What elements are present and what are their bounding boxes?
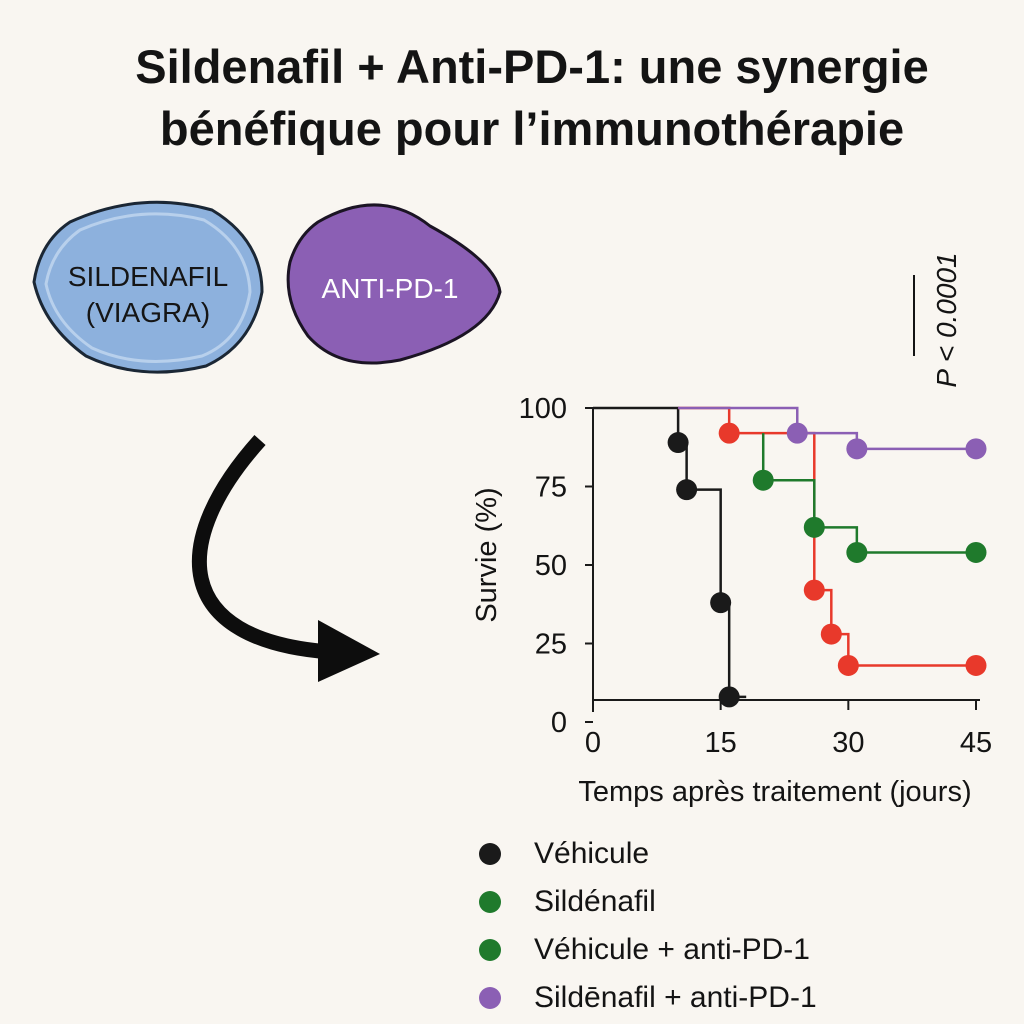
- markers-group: [667, 422, 987, 708]
- sildenafil-pill-highlight: [44, 212, 252, 363]
- x-axis-label: Temps après traitement (jours): [578, 776, 971, 808]
- y-tick-label: 50: [535, 550, 567, 582]
- x-tick-label: 15: [705, 727, 737, 759]
- legend-marker: [479, 891, 501, 913]
- figure-title: Sildenafil + Anti-PD-1: une synergie bén…: [40, 36, 1024, 160]
- sildenafil-pill-shape: [32, 200, 264, 374]
- series-2-marker: [846, 541, 868, 563]
- survival-chart: 0 25 50 75 100 0 15 30 45 Survie (%) Temps aprè…: [471, 252, 992, 808]
- legend-label: Véhicule: [534, 837, 650, 870]
- y-axis-ticks: 0 25 50 75 100: [519, 393, 593, 739]
- series-group: [593, 406, 976, 699]
- legend-item: Véhicule: [470, 830, 1010, 878]
- title-line-1: Sildenafil + Anti-PD-1: une synergie: [135, 40, 929, 93]
- series-2-marker: [752, 469, 774, 491]
- series-2-marker: [965, 541, 987, 563]
- curved-arrow-icon: [192, 434, 331, 660]
- series-1-marker: [803, 579, 825, 601]
- x-tick-label: 30: [832, 727, 864, 759]
- y-tick-label: 0: [551, 707, 567, 739]
- series-3-marker: [965, 438, 987, 460]
- series-3-marker: [846, 438, 868, 460]
- antipd1-pill-shape: [286, 203, 502, 365]
- y-axis-label: Survie (%): [471, 487, 503, 622]
- series-1-marker: [965, 654, 987, 676]
- series-1-marker: [837, 654, 859, 676]
- series-3-line: [678, 406, 976, 451]
- legend: Véhicule Sildénafil Véhicule + anti-PD-1 Si…: [470, 830, 1010, 1022]
- legend-label: Sildēnafil + anti-PD-1: [534, 981, 817, 1014]
- legend-item: Sildēnafil + anti-PD-1: [470, 974, 1010, 1022]
- series-2-line: [761, 433, 976, 554]
- y-tick-label: 75: [535, 472, 567, 504]
- series-3-marker: [786, 422, 808, 444]
- legend-marker: [479, 939, 501, 961]
- x-tick-label: 0: [585, 727, 601, 759]
- legend-marker: [479, 843, 501, 865]
- title-line-2: bénéfique pour l’immunothérapie: [159, 102, 905, 155]
- series-1-marker: [718, 422, 740, 444]
- arrow-head-icon: [318, 620, 380, 682]
- legend-label: Véhicule + anti-PD-1: [534, 933, 810, 966]
- y-tick-label: 100: [519, 393, 567, 425]
- x-tick-label: 45: [960, 727, 992, 759]
- legend-item: Sildénafil: [470, 878, 1010, 926]
- legend-marker: [479, 987, 501, 1009]
- series-0-marker: [676, 479, 698, 501]
- series-2-marker: [803, 516, 825, 538]
- series-0-line: [593, 406, 747, 699]
- legend-label: Sildénafil: [534, 885, 656, 918]
- sildenafil-label-line-1: SILDENAFIL: [68, 261, 228, 292]
- series-1-marker: [820, 623, 842, 645]
- series-0-marker: [667, 432, 689, 454]
- y-tick-label: 25: [535, 629, 567, 661]
- antipd1-label: ANTI-PD-1: [322, 273, 459, 304]
- series-0-marker: [710, 592, 732, 614]
- series-0-marker: [718, 686, 740, 708]
- x-axis-ticks: 0 15 30 45: [585, 700, 992, 759]
- p-value-annotation: P < 0.0001: [931, 252, 962, 387]
- sildenafil-label-line-2: (VIAGRA): [86, 297, 210, 328]
- legend-item: Véhicule + anti-PD-1: [470, 926, 1010, 974]
